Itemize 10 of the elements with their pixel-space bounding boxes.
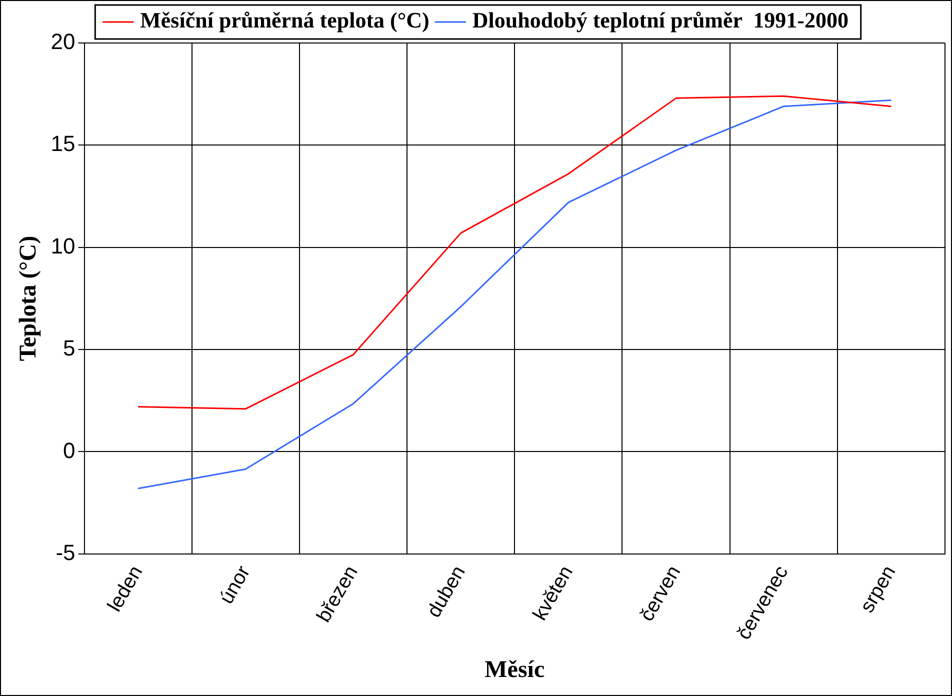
legend-label: Dlouhodobý teplotní průměr 1991-2000	[472, 8, 848, 33]
y-tick-label: 5	[63, 336, 76, 361]
legend-label: Měsíční průměrná teplota (°C)	[140, 8, 430, 33]
y-tick-label: 20	[50, 29, 76, 54]
y-axis-title: Teplota (°C)	[16, 236, 42, 362]
y-tick-label: -5	[56, 540, 76, 565]
x-axis-title: Měsíc	[484, 656, 545, 683]
y-tick-label: 10	[50, 233, 76, 258]
y-tick-label: 15	[50, 131, 76, 156]
y-tick-label: 0	[63, 438, 76, 463]
